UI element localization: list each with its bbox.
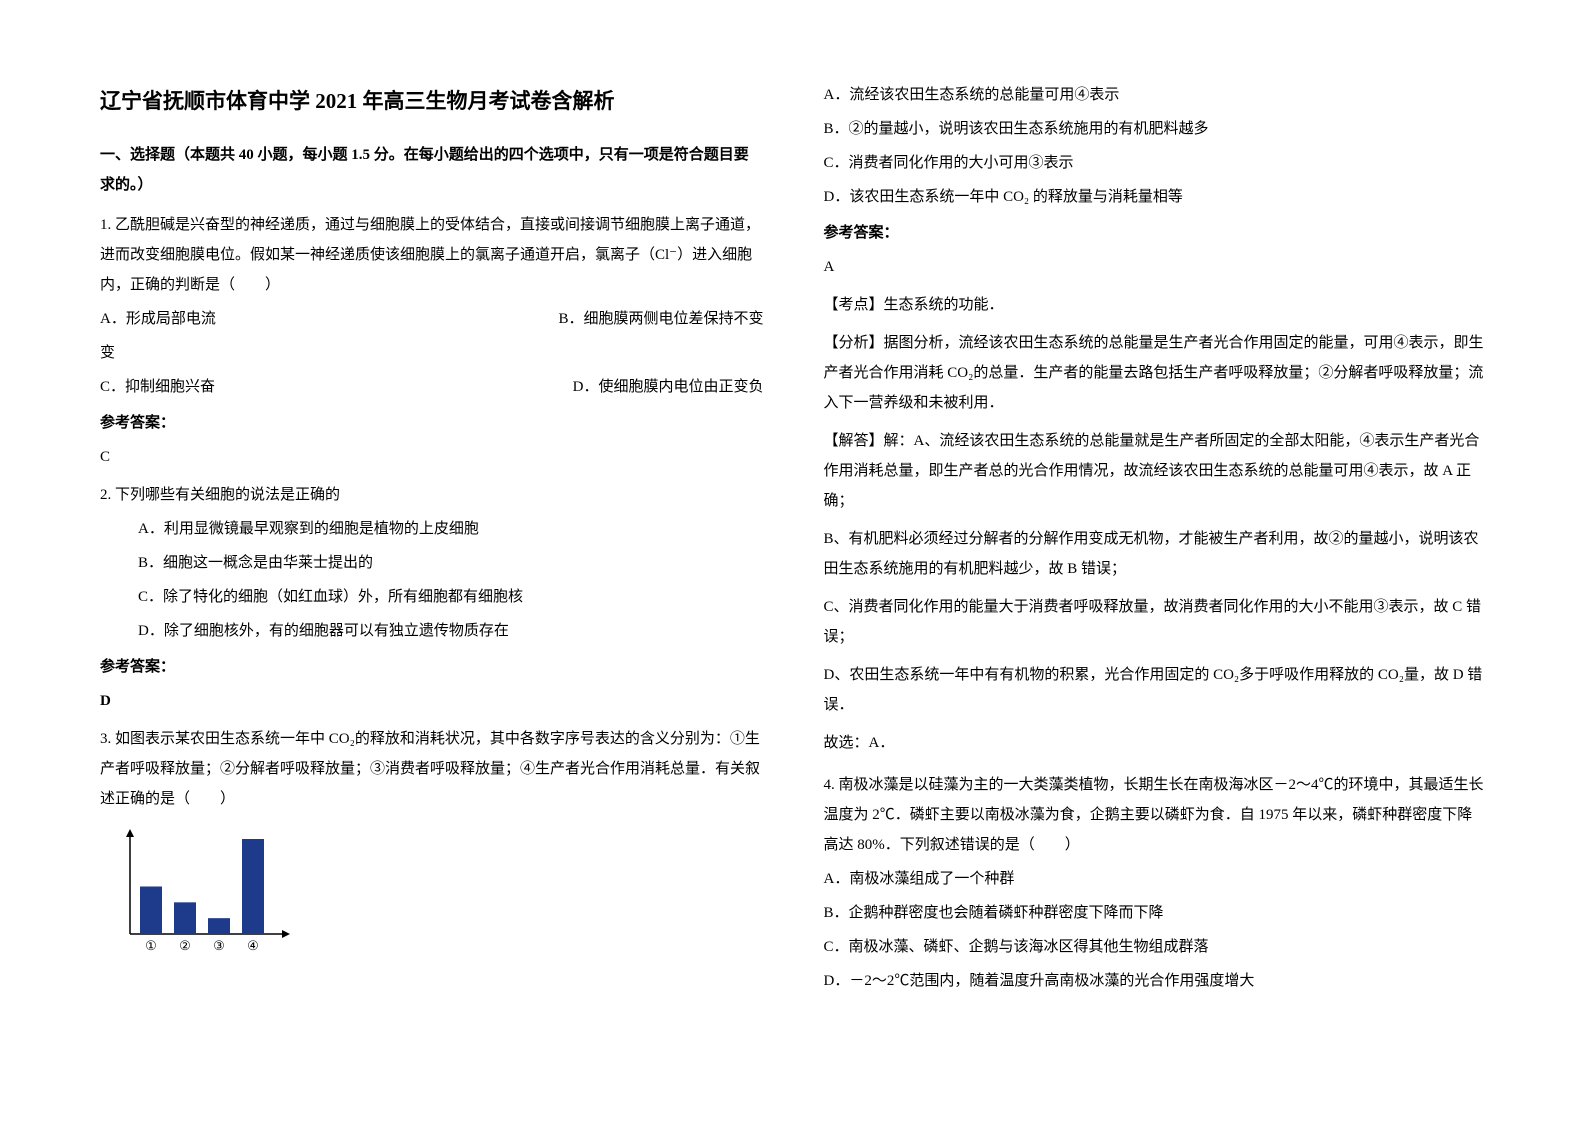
exam-title: 辽宁省抚顺市体育中学 2021 年高三生物月考试卷含解析 [100, 80, 764, 122]
q3-fenxi: 【分析】据图分析，流经该农田生态系统的总能量是生产者光合作用固定的能量，可用④表… [824, 328, 1488, 418]
q3-jieda-d: D、农田生态系统一年中有有机物的积累，光合作用固定的 CO₂多于呼吸作用释放的 … [824, 660, 1488, 720]
q2-answer: D [100, 686, 764, 716]
q4-optB: B．企鹅种群密度也会随着磷虾种群密度下降而下降 [824, 898, 1488, 928]
q2-optD: D．除了细胞核外，有的细胞器可以有独立遗传物质存在 [100, 616, 764, 646]
question-3: 3. 如图表示某农田生态系统一年中 CO₂的释放和消耗状况，其中各数字序号表达的… [100, 724, 764, 959]
q3-guxuan: 故选：A． [824, 728, 1488, 758]
left-column: 辽宁省抚顺市体育中学 2021 年高三生物月考试卷含解析 一、选择题（本题共 4… [100, 80, 764, 1042]
q3-optB: B．②的量越小，说明该农田生态系统施用的有机肥料越多 [824, 114, 1488, 144]
q1-answer: C [100, 442, 764, 472]
q3-chart: ① ② ③ ④ [110, 829, 764, 959]
q2-optB: B．细胞这一概念是由华莱士提出的 [100, 548, 764, 578]
q1-stem: 1. 乙酰胆碱是兴奋型的神经递质，通过与细胞膜上的受体结合，直接或间接调节细胞膜… [100, 210, 764, 300]
q2-optA: A．利用显微镜最早观察到的细胞是植物的上皮细胞 [100, 514, 764, 544]
q1-options-row1: A．形成局部电流 B．细胞膜两侧电位差保持不变 [100, 304, 764, 334]
q4-optC: C．南极冰藻、磷虾、企鹅与该海冰区得其他生物组成群落 [824, 932, 1488, 962]
q2-stem: 2. 下列哪些有关细胞的说法是正确的 [100, 480, 764, 510]
right-column: A．流经该农田生态系统的总能量可用④表示 B．②的量越小，说明该农田生态系统施用… [824, 80, 1488, 1042]
q1-optB-cont: 变 [100, 338, 764, 368]
q3-optA: A．流经该农田生态系统的总能量可用④表示 [824, 80, 1488, 110]
question-4: 4. 南极冰藻是以硅藻为主的一大类藻类植物，长期生长在南极海冰区－2～4℃的环境… [824, 770, 1488, 996]
svg-text:③: ③ [213, 938, 225, 953]
q3-jieda-c: C、消费者同化作用的能量大于消费者呼吸释放量，故消费者同化作用的大小不能用③表示… [824, 592, 1488, 652]
q3-optC: C．消费者同化作用的大小可用③表示 [824, 148, 1488, 178]
q3-optD: D．该农田生态系统一年中 CO₂ 的释放量与消耗量相等 [824, 182, 1488, 212]
q1-optD: D．使细胞膜内电位由正变负 [573, 372, 764, 402]
q1-options-row2: C．抑制细胞兴奋 D．使细胞膜内电位由正变负 [100, 372, 764, 402]
q2-optC: C．除了特化的细胞（如红血球）外，所有细胞都有细胞核 [100, 582, 764, 612]
q4-optA: A．南极冰藻组成了一个种群 [824, 864, 1488, 894]
q3-jieda-b: B、有机肥料必须经过分解者的分解作用变成无机物，才能被生产者利用，故②的量越小，… [824, 524, 1488, 584]
question-2: 2. 下列哪些有关细胞的说法是正确的 A．利用显微镜最早观察到的细胞是植物的上皮… [100, 480, 764, 646]
q1-optA: A．形成局部电流 [100, 304, 216, 334]
section-header: 一、选择题（本题共 40 小题，每小题 1.5 分。在每小题给出的四个选项中，只… [100, 140, 764, 200]
q3-answer-label: 参考答案： [824, 218, 1488, 248]
q1-optB: B．细胞膜两侧电位差保持不变 [558, 304, 763, 334]
svg-text:④: ④ [247, 938, 259, 953]
q4-optD: D．－2～2℃范围内，随着温度升高南极冰藻的光合作用强度增大 [824, 966, 1488, 996]
q3-jieda-a: 【解答】解：A、流经该农田生态系统的总能量就是生产者所固定的全部太阳能，④表示生… [824, 426, 1488, 516]
bar-chart-svg: ① ② ③ ④ [110, 829, 290, 959]
q1-optC: C．抑制细胞兴奋 [100, 372, 215, 402]
q3-kaodian: 【考点】生态系统的功能． [824, 290, 1488, 320]
q2-answer-label: 参考答案： [100, 652, 764, 682]
q4-stem: 4. 南极冰藻是以硅藻为主的一大类藻类植物，长期生长在南极海冰区－2～4℃的环境… [824, 770, 1488, 860]
svg-text:②: ② [179, 938, 191, 953]
q3-answer: A [824, 252, 1488, 282]
q1-answer-label: 参考答案： [100, 408, 764, 438]
q3-stem: 3. 如图表示某农田生态系统一年中 CO₂的释放和消耗状况，其中各数字序号表达的… [100, 724, 764, 814]
svg-text:①: ① [145, 938, 157, 953]
question-1: 1. 乙酰胆碱是兴奋型的神经递质，通过与细胞膜上的受体结合，直接或间接调节细胞膜… [100, 210, 764, 402]
